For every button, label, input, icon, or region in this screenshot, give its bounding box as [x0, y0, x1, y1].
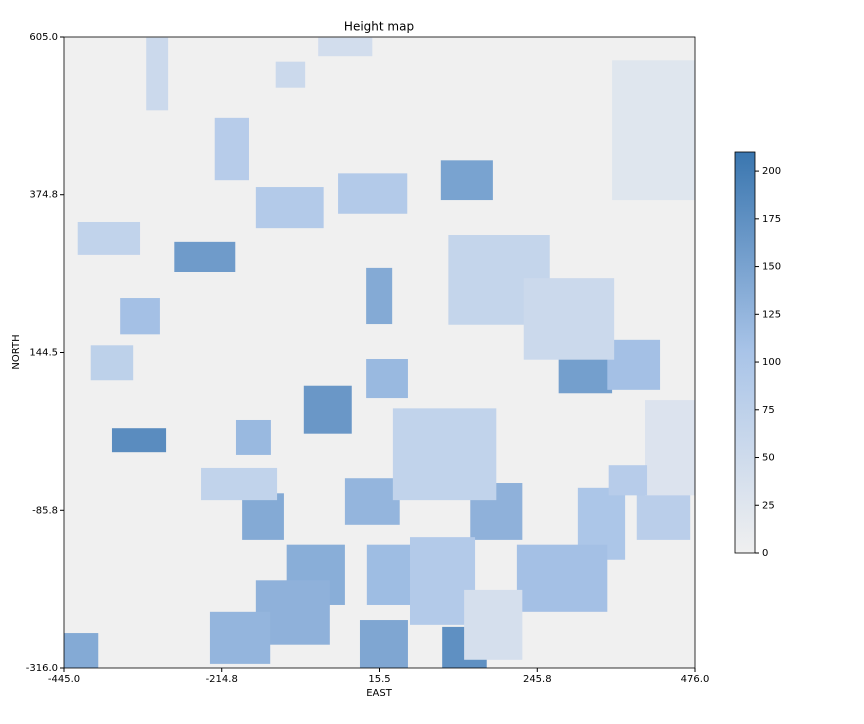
- height-cell: [523, 278, 615, 360]
- colorbar-tick-label: 150: [762, 262, 781, 273]
- height-cell: [464, 589, 523, 660]
- height-cell: [338, 173, 408, 214]
- height-cell: [440, 160, 493, 201]
- height-cell: [77, 221, 141, 255]
- y-tick-label: 374.8: [29, 190, 58, 201]
- x-tick-label: -445.0: [48, 674, 80, 685]
- height-cell: [90, 345, 134, 381]
- y-tick-label: 605.0: [29, 32, 58, 43]
- height-cell: [608, 465, 648, 496]
- height-cell: [344, 478, 400, 525]
- colorbar-tick-label: 125: [762, 309, 781, 320]
- chart-title: Height map: [344, 20, 414, 34]
- colorbar-tick-label: 50: [762, 453, 775, 464]
- colorbar-tick-label: 175: [762, 214, 781, 225]
- height-cell: [636, 489, 691, 540]
- colorbar-tick-label: 200: [762, 166, 781, 177]
- height-cell: [120, 298, 160, 335]
- height-cell: [644, 400, 695, 496]
- height-cell: [64, 633, 99, 668]
- height-cell: [359, 620, 408, 668]
- x-tick-label: 15.5: [368, 674, 390, 685]
- height-cell: [146, 37, 169, 111]
- y-tick-label: -316.0: [26, 663, 58, 674]
- height-cell: [111, 428, 167, 453]
- x-axis-label: EAST: [366, 688, 393, 699]
- y-tick-label: 144.5: [29, 348, 58, 359]
- x-tick-label: -214.8: [206, 674, 238, 685]
- height-cell: [612, 60, 695, 201]
- height-cell: [235, 419, 271, 455]
- x-tick-label: 245.8: [523, 674, 552, 685]
- x-tick-label: 476.0: [681, 674, 710, 685]
- height-cell: [201, 467, 278, 501]
- height-cell: [366, 544, 417, 605]
- height-cell: [318, 37, 373, 57]
- colorbar-tick-label: 0: [762, 548, 768, 559]
- height-cell: [607, 339, 661, 390]
- height-cell: [516, 544, 608, 612]
- height-cell: [392, 408, 497, 501]
- colorbar-tick-label: 25: [762, 500, 775, 511]
- height-cell: [214, 117, 249, 181]
- y-tick-label: -85.8: [32, 505, 58, 516]
- height-cell: [275, 61, 306, 88]
- height-cell: [366, 267, 393, 325]
- height-cell: [174, 241, 236, 272]
- height-cell: [366, 359, 408, 399]
- height-cell: [209, 611, 271, 664]
- colorbar: [734, 151, 756, 554]
- height-cell: [242, 493, 284, 540]
- colorbar-tick-label: 75: [762, 405, 775, 416]
- height-cell: [303, 385, 352, 434]
- height-cell: [255, 187, 324, 229]
- y-axis-label: NORTH: [11, 334, 22, 369]
- colorbar-tick-label: 100: [762, 357, 781, 368]
